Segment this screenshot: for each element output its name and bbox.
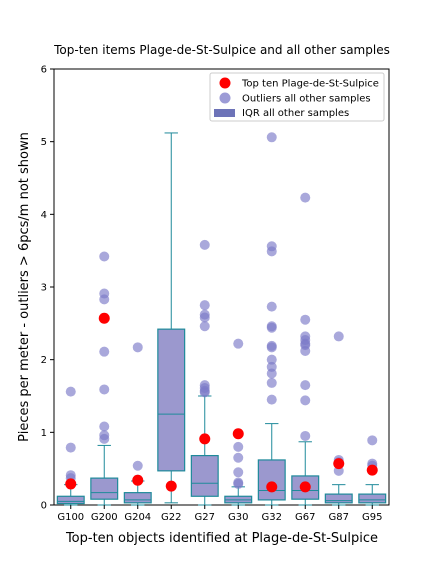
outlier-point bbox=[300, 430, 311, 441]
iqr-box bbox=[190, 454, 219, 497]
outlier-point bbox=[233, 338, 244, 349]
legend-label-top-ten: Top ten Plage-de-St-Sulpice bbox=[241, 79, 379, 90]
x-axis: G100 G200 G204 G22 G27 G30 G32 G67 G87 G95 bbox=[57, 505, 382, 523]
y-tick-label: 5 bbox=[41, 137, 47, 148]
legend-box bbox=[209, 72, 385, 122]
top-ten-site-point bbox=[366, 464, 378, 476]
outlier-point bbox=[233, 478, 244, 489]
x-tick-label: G87 bbox=[329, 512, 349, 523]
y-tick-label: 0 bbox=[41, 501, 47, 512]
outlier-point bbox=[132, 342, 143, 353]
outlier-point bbox=[99, 384, 110, 395]
outlier-point bbox=[65, 442, 76, 453]
outlier-point bbox=[99, 294, 110, 305]
outlier-point bbox=[300, 345, 311, 356]
iqr-box bbox=[157, 328, 186, 472]
outlier-point bbox=[266, 394, 277, 405]
y-axis-label: Pieces per meter - outliers > 6pcs/m not… bbox=[17, 132, 32, 442]
outlier-point bbox=[300, 192, 311, 203]
legend: Top ten Plage-de-St-Sulpice Outliers all… bbox=[209, 72, 385, 122]
top-ten-site-point bbox=[199, 433, 211, 445]
y-tick-label: 3 bbox=[41, 283, 47, 294]
iqr-box bbox=[90, 477, 119, 500]
iqr-box bbox=[358, 493, 387, 504]
x-tick-label: G30 bbox=[228, 512, 248, 523]
legend-marker-outliers bbox=[219, 92, 231, 104]
outlier-point bbox=[132, 460, 143, 471]
outlier-point bbox=[266, 368, 277, 379]
iqr-box bbox=[324, 493, 353, 504]
top-ten-site-point bbox=[232, 428, 244, 440]
outlier-point bbox=[99, 421, 110, 432]
top-ten-site-point bbox=[165, 480, 177, 492]
outlier-point bbox=[199, 321, 210, 332]
outlier-point bbox=[199, 312, 210, 323]
outlier-point bbox=[266, 132, 277, 143]
outlier-point bbox=[266, 301, 277, 312]
x-tick-label: G204 bbox=[124, 512, 151, 523]
y-tick-label: 4 bbox=[41, 210, 47, 221]
outlier-point bbox=[367, 435, 378, 446]
y-tick-label: 1 bbox=[41, 428, 47, 439]
outlier-point bbox=[199, 387, 210, 398]
x-tick-label: G95 bbox=[362, 512, 382, 523]
outlier-point bbox=[233, 467, 244, 478]
y-tick-label: 2 bbox=[41, 355, 47, 366]
outlier-point bbox=[266, 354, 277, 365]
legend-marker-top-ten bbox=[219, 77, 231, 89]
chart-title: Top-ten items Plage-de-St-Sulpice and al… bbox=[53, 43, 390, 57]
site-points-layer bbox=[65, 312, 378, 493]
top-ten-site-point bbox=[299, 481, 311, 493]
iqr-box bbox=[56, 495, 85, 505]
y-tick-label: 6 bbox=[41, 65, 47, 76]
outlier-point bbox=[199, 300, 210, 311]
y-axis: 0 1 2 3 4 5 6 bbox=[41, 65, 54, 512]
top-ten-site-point bbox=[333, 458, 345, 470]
outlier-point bbox=[300, 395, 311, 406]
legend-label-outliers: Outliers all other samples bbox=[242, 94, 371, 105]
outlier-point bbox=[65, 386, 76, 397]
outlier-point bbox=[99, 346, 110, 357]
x-tick-label: G22 bbox=[161, 512, 181, 523]
outliers-layer bbox=[65, 132, 378, 489]
iqr-box bbox=[123, 492, 152, 504]
iqr-box bbox=[257, 459, 286, 501]
outlier-point bbox=[266, 377, 277, 388]
x-tick-label: G67 bbox=[295, 512, 315, 523]
legend-marker-iqr bbox=[214, 109, 235, 117]
outlier-point bbox=[266, 342, 277, 353]
outlier-point bbox=[199, 239, 210, 250]
x-axis-label: Top-ten objects identified at Plage-de-S… bbox=[65, 531, 378, 546]
outlier-point bbox=[266, 322, 277, 333]
legend-label-iqr: IQR all other samples bbox=[242, 108, 349, 119]
x-tick-label: G32 bbox=[262, 512, 282, 523]
outlier-point bbox=[266, 246, 277, 257]
outlier-point bbox=[333, 331, 344, 342]
outlier-point bbox=[300, 314, 311, 325]
outlier-point bbox=[99, 433, 110, 444]
top-ten-site-point bbox=[266, 481, 278, 493]
outlier-point bbox=[233, 452, 244, 463]
outlier-point bbox=[99, 251, 110, 262]
outlier-point bbox=[233, 441, 244, 452]
top-ten-site-point bbox=[98, 312, 110, 324]
top-ten-site-point bbox=[132, 474, 144, 486]
outlier-point bbox=[300, 380, 311, 391]
x-tick-label: G100 bbox=[57, 512, 84, 523]
top-ten-site-point bbox=[65, 478, 77, 490]
x-tick-label: G27 bbox=[195, 512, 215, 523]
x-tick-label: G200 bbox=[91, 512, 118, 523]
boxes-layer bbox=[56, 132, 387, 506]
plot-area bbox=[53, 68, 390, 506]
